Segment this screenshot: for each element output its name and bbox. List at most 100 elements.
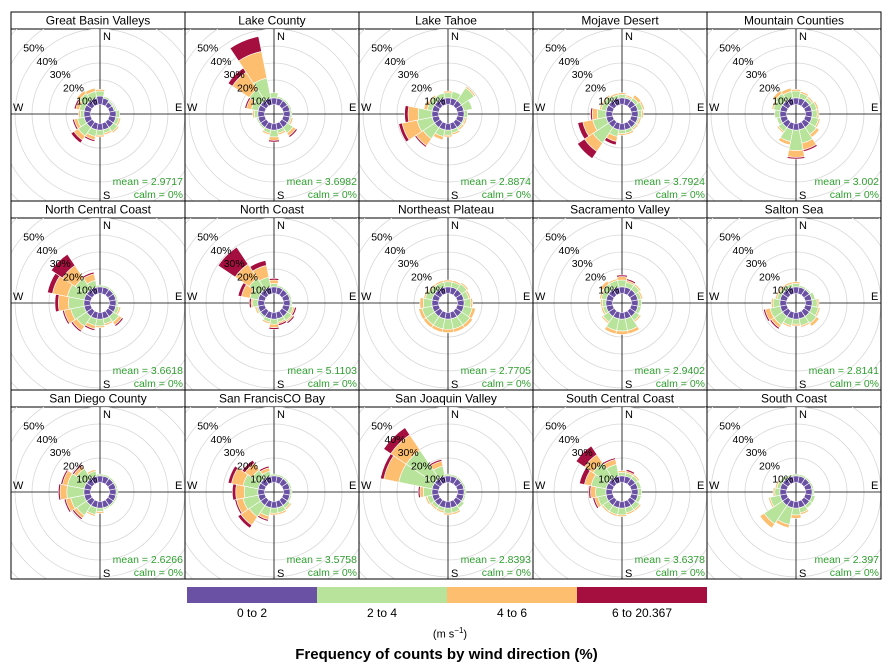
- rose-wedge: [809, 316, 820, 327]
- ring-label: 20%: [411, 83, 432, 95]
- rose-wedge: [252, 298, 259, 308]
- ring-label: 50%: [371, 421, 392, 433]
- rose-wedge: [268, 136, 280, 141]
- rose-wedge: [625, 469, 636, 475]
- ring-label: 50%: [719, 43, 740, 55]
- rose-panel: Great Basin Valleys10%20%30%40%50%NESWme…: [0, 0, 253, 267]
- ring-label: 40%: [558, 56, 579, 68]
- rose-wedge: [82, 271, 95, 279]
- ring-label: 20%: [585, 272, 606, 284]
- rose-wedge: [96, 284, 104, 288]
- rose-wedge: [70, 131, 83, 144]
- panel-frame: [184, 200, 360, 391]
- rose-wedge: [289, 110, 293, 118]
- rose-wedge: [383, 427, 411, 455]
- panel-plot-area: 10%20%30%40%50%: [0, 0, 253, 267]
- rose-wedge: [423, 288, 430, 299]
- rose-wedge: [601, 315, 610, 324]
- ring-label: 40%: [210, 245, 231, 257]
- ring-label: 30%: [224, 258, 245, 270]
- calm-label: calm = 0%: [308, 567, 357, 579]
- ring-label: 50%: [23, 421, 44, 433]
- grid-ring: [0, 0, 253, 267]
- rose-wedge: [443, 512, 453, 516]
- ring-label: 40%: [384, 56, 405, 68]
- rose-wedge: [768, 496, 775, 509]
- rose-wedge: [602, 94, 611, 103]
- rose-wedge: [780, 87, 792, 96]
- rose-wedge: [115, 299, 119, 307]
- ring-label: 20%: [411, 461, 432, 473]
- ring-label: 40%: [210, 56, 231, 68]
- ring-label: 10%: [598, 285, 619, 297]
- rose-wedge: [617, 92, 627, 96]
- rose-wedge: [57, 294, 70, 312]
- panel-frame: [532, 200, 708, 391]
- panel-title: San Joaquin Valley: [395, 392, 497, 406]
- rose-wedge: [434, 280, 445, 286]
- compass-s-label: S: [625, 379, 632, 391]
- compass-n-label: N: [277, 31, 285, 43]
- panel-title: North Central Coast: [45, 203, 152, 217]
- compass-s-label: S: [103, 379, 110, 391]
- rose-panel: Northeast Plateau 10%20% 30%40%50% N E S Wmean…: [358, 200, 534, 391]
- mean-speed-label: mean = 2.7705: [461, 365, 532, 377]
- panel-plot-area: 10%20%30%40%50%: [707, 218, 881, 390]
- rose-wedge: [776, 125, 785, 134]
- ring-label: 30%: [224, 447, 245, 459]
- ring-label: 10%: [250, 96, 271, 108]
- rose-wedge: [616, 514, 628, 518]
- rose-wedge: [816, 298, 820, 308]
- rose-wedge: [588, 485, 592, 499]
- panel-plot-area: 10%20%30%40%50%: [185, 29, 359, 201]
- rose-wedge: [633, 283, 642, 292]
- ring-label: 20%: [585, 461, 606, 473]
- rose-wedge: [114, 317, 124, 327]
- ring-label: 50%: [197, 43, 218, 55]
- mean-speed-label: mean = 3.002: [814, 176, 879, 188]
- panel-title: South Central Coast: [566, 392, 675, 406]
- rose-wedge: [774, 109, 781, 119]
- rose-wedge: [407, 105, 420, 123]
- calm-label: calm = 0%: [830, 567, 879, 579]
- rose-wedge: [759, 512, 776, 529]
- compass-s-label: S: [103, 568, 110, 580]
- ring-label: 30%: [50, 69, 71, 81]
- rose-wedge: [602, 457, 616, 465]
- rose-wedge: [774, 479, 781, 489]
- ring-label: 30%: [398, 69, 419, 81]
- rose-wedge: [791, 318, 801, 325]
- rose-wedge: [617, 94, 627, 99]
- compass-w-label: W: [13, 480, 24, 492]
- ring-label: 40%: [210, 434, 231, 446]
- compass-s-label: S: [451, 568, 458, 580]
- rose-wedge: [443, 90, 453, 94]
- ring-label: 40%: [732, 434, 753, 446]
- compass-w-label: W: [535, 291, 546, 303]
- ring-label: 20%: [63, 272, 84, 284]
- rose-wedge: [604, 325, 617, 335]
- ring-label: 30%: [746, 258, 767, 270]
- mean-speed-label: mean = 3.6982: [287, 176, 358, 188]
- compass-e-label: E: [871, 291, 878, 303]
- ring-label: 50%: [23, 43, 44, 55]
- rose-wedge: [600, 298, 604, 308]
- compass-e-label: E: [349, 291, 356, 303]
- rose-wedge: [441, 328, 455, 334]
- ring-label: 50%: [719, 232, 740, 244]
- mean-speed-label: mean = 2.8874: [461, 176, 532, 188]
- panel-plot-area: 10%20%30%40%50%: [533, 407, 707, 579]
- rose-wedge: [617, 470, 627, 474]
- calm-label: calm = 0%: [134, 378, 183, 390]
- rose-wedge: [763, 308, 771, 322]
- rose-wedge: [254, 109, 259, 119]
- rose-wedge: [95, 129, 105, 136]
- panel-title: San FrancisCO Bay: [219, 392, 325, 406]
- rose-wedge: [607, 278, 618, 285]
- rose-wedge: [231, 483, 237, 501]
- compass-n-label: N: [799, 409, 807, 421]
- rose-wedge: [774, 487, 781, 497]
- rose-wedge: [790, 88, 802, 92]
- rose-wedge: [786, 156, 806, 160]
- rose-panel: Mountain Counties 10%20% 30%40%50% N E S Wmean…: [706, 11, 882, 202]
